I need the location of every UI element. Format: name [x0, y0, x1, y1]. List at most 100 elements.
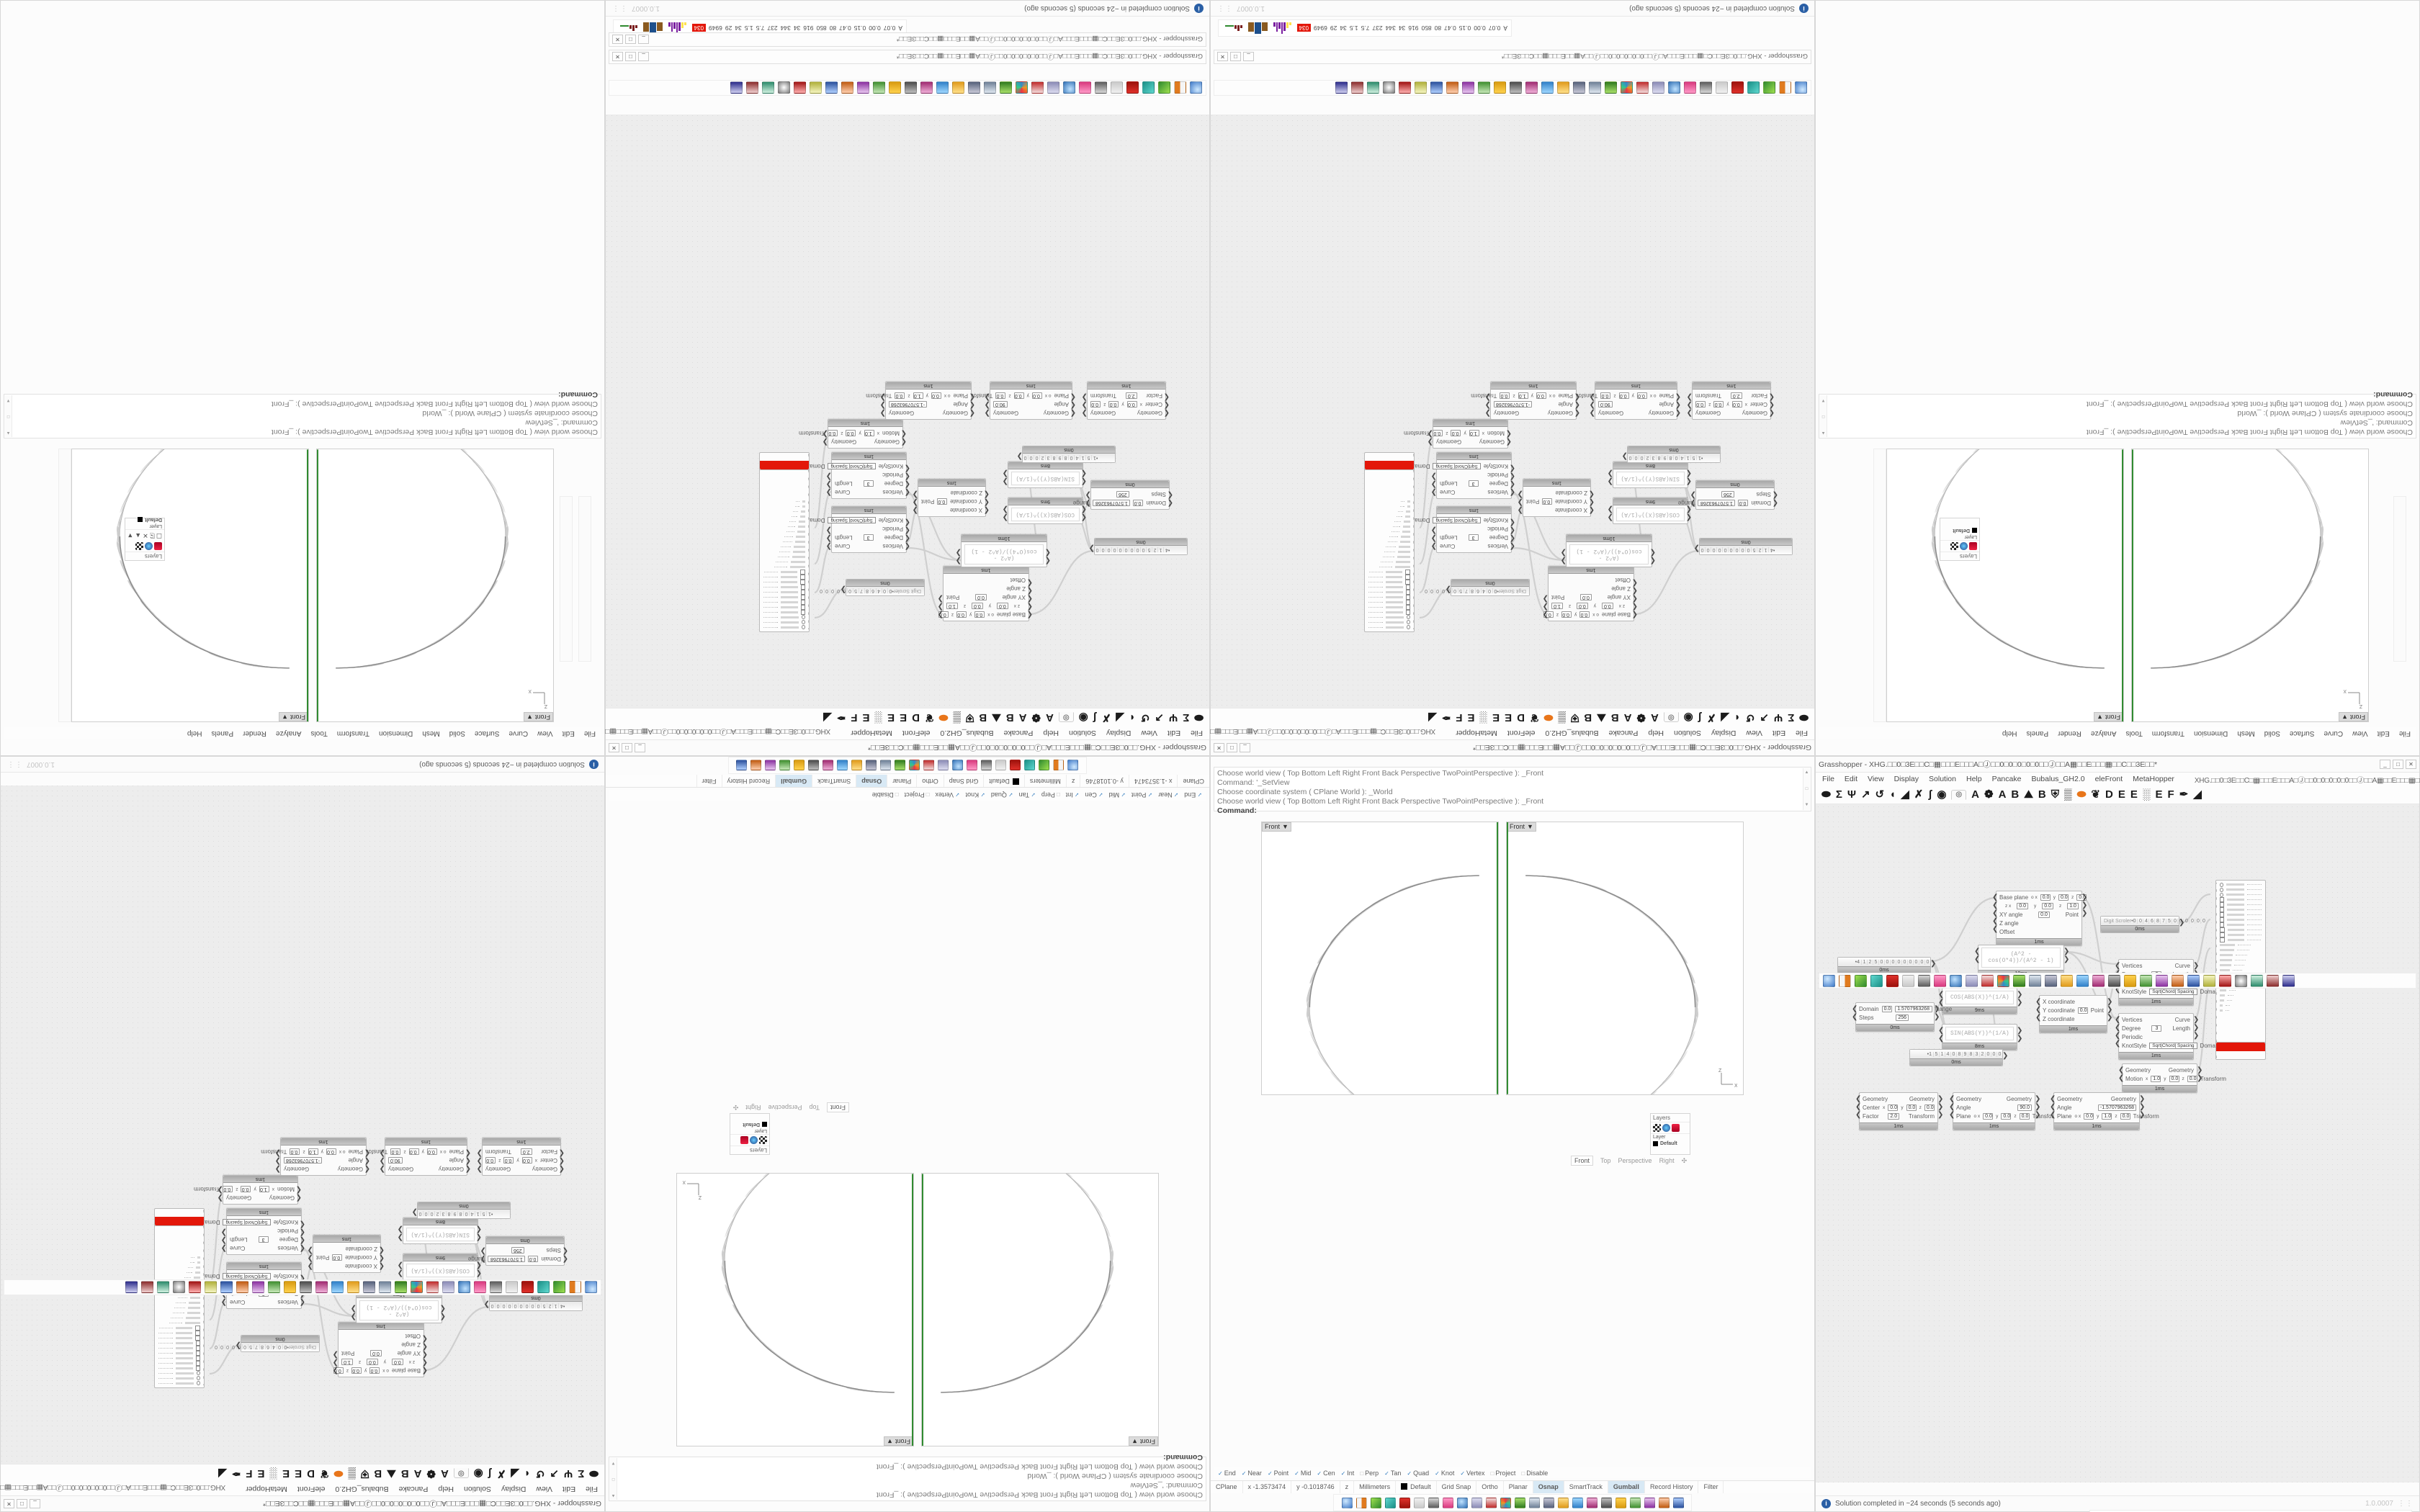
port-group-l[interactable]: ❮ ❮ ❮ — [1769, 382, 1775, 419]
rhino-tool-icon-27[interactable] — [2251, 974, 2263, 987]
port[interactable]: ❯ — [1364, 598, 1365, 606]
mesh-tab-icon[interactable]: ◢ — [1116, 711, 1124, 724]
rhino-bottom-icon-21[interactable] — [1644, 1497, 1655, 1508]
knotstyle-combo[interactable]: Sqrt|Chord| Spacing — [223, 1219, 271, 1225]
port-group-l[interactable]: ❮ ❮ — [1938, 989, 1944, 1014]
value-input[interactable]: 0.0 — [956, 611, 967, 618]
port[interactable]: ❯ — [1364, 621, 1365, 629]
rhino-tool-icon-21[interactable] — [1462, 81, 1474, 94]
value-input[interactable]: 0.0 — [1500, 392, 1510, 399]
port[interactable]: ❮ — [1938, 1027, 1945, 1035]
menu-view[interactable]: View — [536, 1485, 552, 1493]
digit[interactable]: 1 — [553, 1303, 559, 1309]
value-input[interactable]: 1.5707963268 — [1894, 1006, 1932, 1012]
port-group-r[interactable]: ❯ ❯ — [1003, 462, 1008, 487]
value-input[interactable]: 0.0 — [2076, 894, 2087, 901]
value-input[interactable]: 1.0 — [259, 1186, 269, 1192]
rhino-bottom-icon-8[interactable] — [952, 760, 964, 771]
port[interactable]: ❯ — [1607, 477, 1613, 485]
port[interactable]: ❯ — [1542, 595, 1549, 603]
port[interactable]: ❯ — [2265, 1010, 2266, 1017]
value-input[interactable]: 90.0 — [1598, 401, 1613, 408]
rhino-bottom-icon-9[interactable] — [938, 760, 949, 771]
checkbox-icon[interactable] — [1405, 575, 1410, 580]
port-group-r[interactable]: ❯❯❯ — [1485, 382, 1491, 419]
rhino-tool-icon-17[interactable] — [920, 81, 933, 94]
port[interactable]: ❮ — [904, 526, 910, 534]
port-group-r[interactable]: ❯❯❯ — [1542, 567, 1549, 621]
rhino-tool-icon-21[interactable] — [252, 1281, 264, 1294]
port[interactable]: ❮ — [807, 550, 810, 558]
port[interactable]: ❮ — [1509, 518, 1515, 526]
digit[interactable]: 0 — [1118, 547, 1124, 553]
port[interactable]: ❯ — [2017, 1035, 2023, 1043]
slider-track[interactable]: Digit Scroler •0 0 4 6 8 7 5 0 0 0 0 0 0 — [213, 1343, 319, 1351]
port[interactable]: ❯ — [840, 585, 846, 593]
checker-icon[interactable] — [759, 1136, 767, 1144]
params-tab-icon[interactable]: ⬬ — [1194, 711, 1204, 724]
rhino-tool-icon-9[interactable] — [1652, 81, 1664, 94]
port[interactable]: ❮ — [2216, 931, 2218, 938]
port-group-l[interactable]: ❮ ❮ — [563, 1237, 568, 1265]
digit[interactable]: 0 — [490, 1303, 496, 1309]
radio-icon[interactable] — [1407, 620, 1410, 625]
digit[interactable]: 7 — [1464, 588, 1470, 594]
digit[interactable]: 0 — [1129, 547, 1135, 553]
expression-text[interactable]: SIN(ABS(Y))^(1/A) — [1616, 472, 1685, 485]
port[interactable]: ❯ — [154, 1362, 155, 1369]
rhino-menu-panels[interactable]: Panels — [2026, 729, 2049, 737]
digit[interactable]: 8 — [1968, 1051, 1973, 1057]
port[interactable]: ❮ — [2216, 1034, 2218, 1041]
plugin-f-icon[interactable]: F — [1456, 711, 1463, 724]
port[interactable]: ❯ — [2035, 1103, 2041, 1111]
mesh-tab-icon[interactable]: ◢ — [511, 1467, 519, 1480]
value-input[interactable]: 0.0 — [426, 1148, 437, 1155]
port[interactable]: ❮ — [378, 1254, 385, 1262]
rhino-bottom-icon-4[interactable] — [1399, 1497, 1410, 1508]
value-input[interactable]: 0.0 — [1713, 401, 1724, 408]
port-group-r[interactable]: ❯❯❯❯❯❯❯❯❯❯❯❯❯❯❯❯❯❯❯❯❯❯❯❯❯❯ — [2265, 881, 2266, 1059]
port[interactable]: ❯ — [379, 1165, 385, 1173]
port-group-l[interactable]: ❮ ❮ ❮ — [465, 1138, 471, 1175]
rhino-tool-icon-4[interactable] — [1886, 974, 1899, 987]
rhino-menu-mesh[interactable]: Mesh — [422, 729, 440, 737]
port[interactable]: ❮ — [202, 1235, 205, 1243]
value-input[interactable]: 0.0 — [2077, 1007, 2088, 1014]
rhino-statusbar[interactable]: CPlane x -1.3573474 y -0.1018746 z Millimete… — [606, 775, 1209, 788]
rhino-bottom-icon-22[interactable] — [1658, 1497, 1670, 1508]
surface-tab-icon[interactable]: ◖ — [1889, 788, 1896, 801]
value-input[interactable]: 0.0 — [2187, 1076, 2197, 1082]
rhino-menu-help[interactable]: Help — [2002, 729, 2017, 737]
digit[interactable]: 6 — [2148, 918, 2154, 924]
checkbox-icon[interactable] — [2220, 932, 2225, 937]
command-prompt[interactable]: Command: — [1217, 806, 1808, 816]
plugin-mountain-icon[interactable]: ⛰ — [1597, 711, 1606, 724]
digit[interactable]: 9 — [452, 1211, 458, 1217]
osnap-cen[interactable]: Cen — [1085, 792, 1103, 799]
port-group-l[interactable]: ❮ ❮ ❮ ❮ ❮ — [1027, 567, 1033, 621]
left-tool-strip[interactable] — [2393, 496, 2406, 662]
rhino-tool-icon-14[interactable] — [968, 81, 980, 94]
value-input[interactable]: 0.0 — [996, 603, 1008, 609]
digit[interactable]: 2 — [1645, 455, 1651, 461]
port-group-r[interactable]: ❯❯❯ — [2193, 1014, 2199, 1059]
knotstyle-combo[interactable]: Sqrt|Chord| Spacing — [1433, 517, 1481, 523]
port[interactable]: ❯ — [1364, 495, 1365, 503]
plugin-b-icon[interactable]: B — [1610, 711, 1619, 724]
port[interactable]: ❮ — [1167, 499, 1173, 507]
gh-component-expression-1[interactable]: (A^2 - cos(O*4))/(A^2 - 1)10ms❮❮❯❯ — [956, 534, 1051, 567]
expression-text[interactable]: COS(ABS(X))^(1/A) — [1011, 508, 1080, 521]
port[interactable]: ❯ — [1937, 1111, 1944, 1119]
rhino-bottom-icon-16[interactable] — [837, 760, 848, 771]
rhino-tool-icon-10[interactable] — [1031, 81, 1044, 94]
port[interactable]: ❮ — [202, 1266, 205, 1274]
gh-slider-slider-1[interactable]: •4 1 2 5 0 0 0 0 0 0 0 0 0 0ms ❯ — [1089, 538, 1188, 555]
plugin-e2-icon[interactable]: E — [282, 1467, 290, 1480]
scrollbar[interactable]: ▲ □ ▼ — [5, 395, 12, 437]
rhino-tool-icon-12[interactable] — [1000, 81, 1012, 94]
digit[interactable]: 4 — [470, 1211, 475, 1217]
vector-tab-icon[interactable]: ↗ — [1760, 711, 1770, 724]
osnap-point[interactable]: Point — [1131, 792, 1152, 799]
rhino-tool-icon-29[interactable] — [125, 1281, 138, 1294]
checkbox-icon[interactable] — [800, 585, 805, 590]
